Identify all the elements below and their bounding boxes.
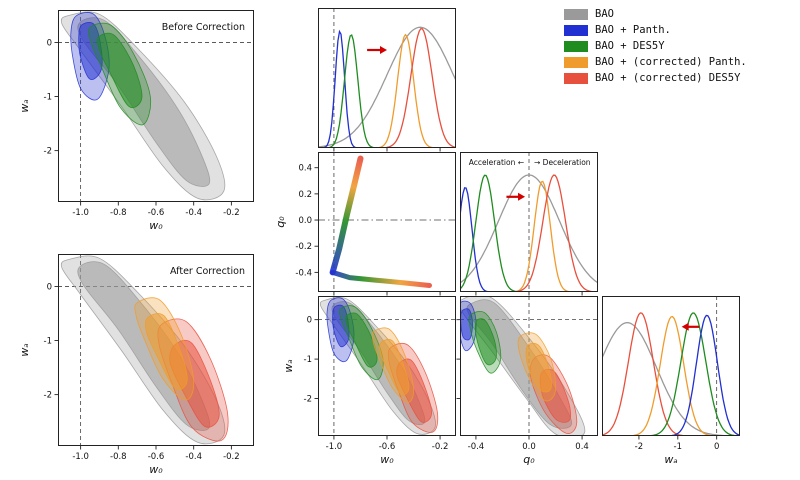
svg-text:-0.4: -0.4 xyxy=(295,268,312,278)
panel-wa-vs-w0: -1.0 -0.6 -0.2 0 -1 -2 w₀ wₐ xyxy=(282,296,456,466)
svg-text:-0.2: -0.2 xyxy=(432,442,449,452)
panel-after-correction: -1.0 -0.8 -0.6 -0.4 -0.2 0 -1 -2 w₀ wₐ After Corre… xyxy=(18,254,254,476)
svg-text:After Correction: After Correction xyxy=(170,266,245,277)
svg-text:q₀: q₀ xyxy=(274,216,287,228)
legend-label: BAO + (corrected) DES5Y xyxy=(595,72,741,84)
svg-text:-1: -1 xyxy=(44,337,52,347)
svg-text:-2: -2 xyxy=(44,391,52,401)
legend-swatch-icon xyxy=(564,40,588,52)
svg-text:-1.0: -1.0 xyxy=(326,442,343,452)
legend-label: BAO + Panth. xyxy=(595,24,671,36)
svg-text:wₐ: wₐ xyxy=(18,99,31,112)
svg-text:-0.4: -0.4 xyxy=(185,208,202,218)
svg-text:0.2: 0.2 xyxy=(298,190,312,200)
svg-text:-2: -2 xyxy=(304,395,312,405)
svg-text:-0.2: -0.2 xyxy=(295,242,312,252)
svg-text:Acceleration ←: Acceleration ← xyxy=(469,158,524,167)
svg-text:-0.4: -0.4 xyxy=(185,452,202,462)
legend-swatch-icon xyxy=(564,72,588,84)
svg-text:-0.4: -0.4 xyxy=(468,442,485,452)
legend-label: BAO + DES5Y xyxy=(595,40,665,52)
svg-text:-0.6: -0.6 xyxy=(379,442,396,452)
svg-text:0: 0 xyxy=(47,282,52,292)
panel-q0-marginal: Acceleration ← → Deceleration xyxy=(460,152,598,296)
svg-text:-1.0: -1.0 xyxy=(72,208,89,218)
panel-q0-vs-w0: 0.4 0.2 0.0 -0.2 -0.4 q₀ xyxy=(274,152,456,296)
legend-item: BAO + (corrected) Panth. xyxy=(564,56,747,68)
svg-text:wₐ: wₐ xyxy=(282,359,295,372)
legend-item: BAO + Panth. xyxy=(564,24,747,36)
svg-text:-0.2: -0.2 xyxy=(223,452,240,462)
svg-text:0.0: 0.0 xyxy=(522,442,536,452)
panel-wa-vs-q0: -0.4 0.0 0.4 q₀ xyxy=(456,296,598,466)
svg-text:0.4: 0.4 xyxy=(575,442,589,452)
svg-text:-1: -1 xyxy=(44,93,52,103)
legend-swatch-icon xyxy=(564,24,588,36)
svg-text:w₀: w₀ xyxy=(149,219,163,232)
svg-text:wₐ: wₐ xyxy=(664,453,677,466)
svg-text:0: 0 xyxy=(47,38,52,48)
svg-text:-0.8: -0.8 xyxy=(110,208,127,218)
svg-text:-2: -2 xyxy=(44,147,52,157)
panel-w0-marginal xyxy=(318,8,456,152)
svg-text:0.0: 0.0 xyxy=(298,216,312,226)
svg-text:-0.6: -0.6 xyxy=(148,208,165,218)
legend-label: BAO + (corrected) Panth. xyxy=(595,56,747,68)
panel-wa-marginal: -2 -1 0 wₐ xyxy=(602,296,740,466)
svg-text:-2: -2 xyxy=(635,442,643,452)
svg-text:wₐ: wₐ xyxy=(18,343,31,356)
svg-text:-1.0: -1.0 xyxy=(72,452,89,462)
svg-text:q₀: q₀ xyxy=(523,453,535,466)
panel-before-correction: -1.0 -0.8 -0.6 -0.4 -0.2 0 -1 -2 w₀ wₐ Before Corr… xyxy=(18,10,254,232)
legend-item: BAO xyxy=(564,8,747,20)
legend-label: BAO xyxy=(595,8,614,20)
svg-text:0: 0 xyxy=(714,442,719,452)
legend-item: BAO + DES5Y xyxy=(564,40,747,52)
svg-text:-0.6: -0.6 xyxy=(148,452,165,462)
legend-swatch-icon xyxy=(564,56,588,68)
legend: BAO BAO + Panth. BAO + DES5Y BAO + (correct… xyxy=(564,8,747,84)
svg-text:→ Deceleration: → Deceleration xyxy=(534,158,591,167)
svg-text:-0.8: -0.8 xyxy=(110,452,127,462)
svg-text:w₀: w₀ xyxy=(380,453,394,466)
svg-text:0: 0 xyxy=(307,316,312,326)
svg-text:0.4: 0.4 xyxy=(298,164,312,174)
legend-swatch-icon xyxy=(564,8,588,20)
svg-text:w₀: w₀ xyxy=(149,463,163,476)
svg-text:-0.2: -0.2 xyxy=(223,208,240,218)
svg-text:Before Correction: Before Correction xyxy=(162,22,245,33)
legend-item: BAO + (corrected) DES5Y xyxy=(564,72,747,84)
svg-text:-1: -1 xyxy=(674,442,682,452)
svg-text:-1: -1 xyxy=(304,355,312,365)
